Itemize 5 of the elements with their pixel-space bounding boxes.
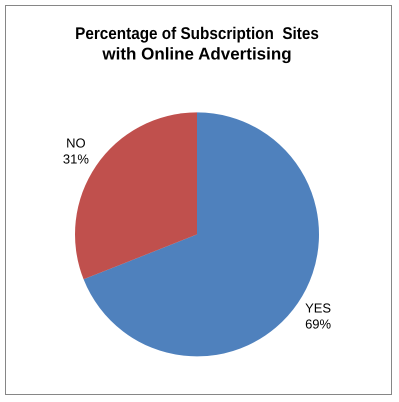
slice-label: NO [66, 136, 86, 151]
slice-label: YES [305, 300, 332, 316]
data-label: 69% [305, 316, 332, 332]
chart-title: Percentage of Subscription Sites with Online Advertising [75, 24, 319, 64]
data-label: 31% [62, 152, 90, 167]
